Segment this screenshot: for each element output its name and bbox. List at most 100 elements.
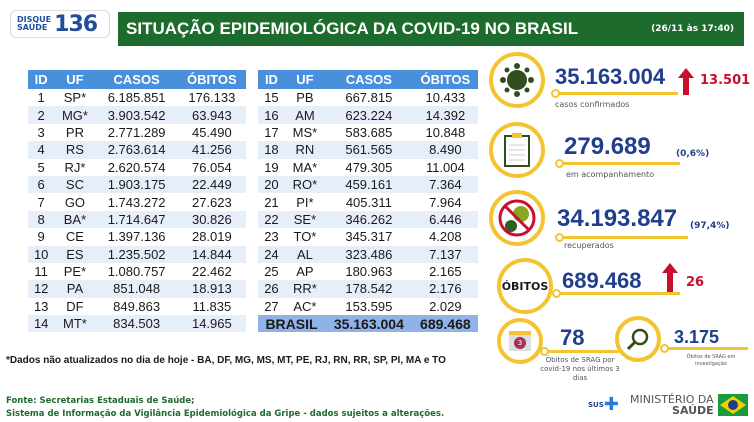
id-cell: 21 <box>264 194 279 210</box>
column-header: CASOS <box>325 70 413 89</box>
deaths-cell: 27.623 <box>191 194 232 210</box>
table-row: 8 BA* 1.714.647 30.826 <box>28 210 246 229</box>
source: Fonte: Secretarias Estaduais de Saúde; Si… <box>6 395 444 421</box>
up-arrow-icon <box>662 263 678 273</box>
disque-saude-logo: DISQUE SAÚDE 136 <box>10 10 110 38</box>
uf-cell: MS* <box>292 124 318 140</box>
up-arrow-stem <box>683 77 689 95</box>
cases-cell: 178.542 <box>325 280 413 298</box>
deaths-cell: 41.256 <box>177 141 246 159</box>
cases-cell: 851.048 <box>95 280 178 298</box>
divider <box>556 92 678 95</box>
deaths-cell: 6.446 <box>412 210 478 229</box>
table-row: 13 DF 849.863 11.835 <box>28 298 246 315</box>
title-banner: SITUAÇÃO EPIDEMIOLÓGICA DA COVID-19 NO B… <box>118 12 744 46</box>
logo-number: 136 <box>54 11 98 37</box>
id-cell: 4 <box>28 141 55 159</box>
calendar-day: 3 <box>514 337 526 349</box>
id-cell: 12 <box>28 280 55 298</box>
deaths-cell: 76.054 <box>191 159 232 175</box>
column-header: ID <box>258 70 285 89</box>
states-table-left: ID UF CASOS ÓBITOS 1 SP* 6.185.851 176.133 2 MG* 3… <box>28 70 246 333</box>
source-line-1: Fonte: Secretarias Estaduais de Saúde; <box>6 396 195 406</box>
id-cell: 18 <box>258 141 285 159</box>
logo-text-top: DISQUE <box>17 15 52 24</box>
id-cell: 8 <box>28 210 55 229</box>
sus-logo: SUS ✚ <box>588 394 619 415</box>
deaths-cell: 7.964 <box>429 194 462 210</box>
table-row: 6 SC 1.903.175 22.449 <box>28 175 246 194</box>
id-cell: 17 <box>264 124 279 140</box>
divider-dot <box>540 347 549 356</box>
table-row: 11 PE* 1.080.757 22.462 <box>28 263 246 280</box>
uf-cell: RJ* <box>64 159 86 175</box>
divider <box>558 292 680 295</box>
table-row: 7 GO 1.743.272 27.623 <box>28 193 246 210</box>
cases-cell: 3.903.542 <box>95 106 178 124</box>
deaths-cell: 14.844 <box>177 245 246 263</box>
table-row: 19 MA* 479.305 11.004 <box>258 159 478 176</box>
deaths-increase: 26 <box>686 275 705 290</box>
monitoring-pct: (0,6%) <box>676 149 710 159</box>
deaths-cell: 10.433 <box>425 90 466 106</box>
cases-cell: 1.903.175 <box>95 175 178 194</box>
divider-dot <box>555 233 564 242</box>
id-cell: 22 <box>258 210 285 229</box>
id-cell: 2 <box>28 106 55 124</box>
uf-cell: BA* <box>54 210 96 229</box>
srag-investigation-value: 3.175 <box>674 327 720 347</box>
uf-cell: PA <box>54 280 96 298</box>
uf-cell: AL <box>284 245 325 263</box>
table-row: 16 AM 623.224 14.392 <box>258 106 478 124</box>
confirmed-value: 35.163.004 <box>555 64 666 89</box>
uf-cell: MG* <box>54 106 96 124</box>
divider <box>560 236 688 239</box>
deaths-cell: 22.462 <box>191 264 232 280</box>
deaths-cell: 22.449 <box>177 175 246 194</box>
column-header: UF <box>54 70 96 89</box>
states-table-right: ID UF CASOS ÓBITOS 15 PB 667.815 10.433 16 AM 623.… <box>258 70 478 333</box>
id-cell: 14 <box>28 315 55 333</box>
deaths-cell: 30.826 <box>177 210 246 229</box>
divider-dot <box>660 344 669 353</box>
cases-cell: 459.161 <box>325 175 413 194</box>
uf-cell: PB <box>296 90 314 106</box>
id-cell: 6 <box>28 175 55 194</box>
cases-cell: 667.815 <box>345 90 393 106</box>
srag-3days-label: Óbitos de SRAG por covid-19 nos últimos … <box>540 356 620 382</box>
uf-cell: PI* <box>296 194 314 210</box>
table-row: 18 RN 561.565 8.490 <box>258 141 478 159</box>
id-cell: 13 <box>33 298 49 314</box>
ministry-logo: MINISTÉRIO DA SAÚDE <box>630 394 714 416</box>
cases-cell: 2.763.614 <box>95 141 178 159</box>
uf-cell: CE <box>65 229 84 245</box>
deaths-cell: 45.490 <box>191 124 232 140</box>
cases-cell: 153.595 <box>345 298 393 314</box>
table-row: 9 CE 1.397.136 28.019 <box>28 228 246 245</box>
uf-cell: RO* <box>284 175 325 194</box>
cases-cell: 849.863 <box>113 298 161 314</box>
table-row: 17 MS* 583.685 10.848 <box>258 124 478 141</box>
total-label: BRASIL <box>258 315 325 333</box>
ministry-bottom: SAÚDE <box>672 404 714 417</box>
deaths-cell: 14.392 <box>412 106 478 124</box>
cases-cell: 346.262 <box>325 210 413 229</box>
uf-cell: AC* <box>293 298 317 314</box>
uf-cell: RR* <box>284 280 325 298</box>
cross-icon: ✚ <box>603 394 619 415</box>
cases-cell: 2.771.289 <box>107 124 166 140</box>
id-cell: 16 <box>258 106 285 124</box>
deaths-cell: 7.137 <box>412 245 478 263</box>
uf-cell: TO* <box>293 229 317 245</box>
id-cell: 19 <box>264 159 279 175</box>
uf-cell: DF <box>66 298 84 314</box>
total-casos: 35.163.004 <box>325 315 413 333</box>
table-row: 23 TO* 345.317 4.208 <box>258 228 478 245</box>
table-row: 2 MG* 3.903.542 63.943 <box>28 106 246 124</box>
source-line-2: Sistema de Informação da Vigilância Epid… <box>6 409 445 419</box>
divider-dot <box>552 289 561 298</box>
monitoring-value: 279.689 <box>564 133 651 160</box>
cases-cell: 6.185.851 <box>107 90 166 106</box>
deaths-cell: 14.965 <box>177 315 246 333</box>
brazil-flag-icon <box>718 394 748 416</box>
